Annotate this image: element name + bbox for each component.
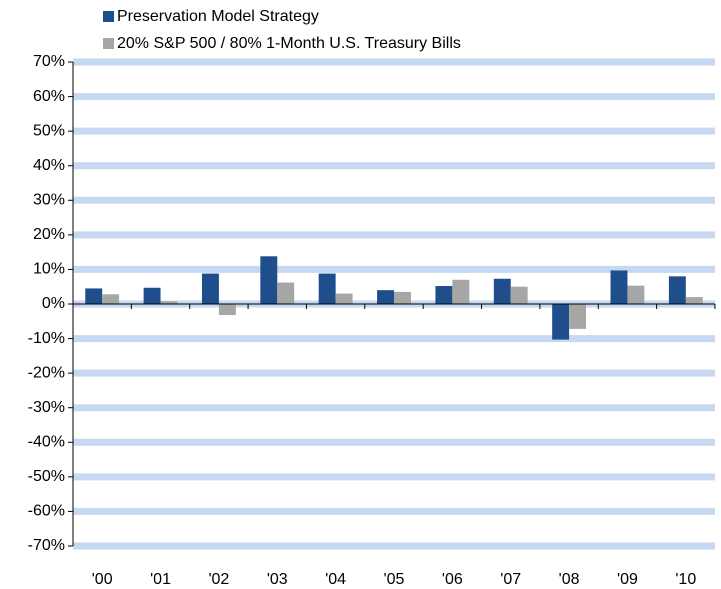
x-tick-label: '06 <box>442 571 463 588</box>
y-tick-label: -10% <box>28 330 65 347</box>
bar <box>552 304 570 340</box>
bar <box>85 288 103 304</box>
bar <box>452 279 470 304</box>
legend-label: 20% S&P 500 / 80% 1-Month U.S. Treasury … <box>117 35 461 52</box>
y-tick-label: 60% <box>33 88 65 105</box>
bar <box>102 294 120 304</box>
y-tick-label: -20% <box>28 364 65 381</box>
bar <box>318 273 336 304</box>
bar <box>510 286 528 304</box>
x-tick-label: '04 <box>325 571 346 588</box>
bar <box>201 273 219 304</box>
y-tick-label: -70% <box>28 537 65 554</box>
y-tick-label: 20% <box>33 226 65 243</box>
bar <box>668 276 686 304</box>
bar <box>218 304 236 316</box>
bar <box>160 301 178 304</box>
y-tick-label: 10% <box>33 261 65 278</box>
bar <box>277 282 295 304</box>
bar <box>335 293 353 304</box>
y-tick-label: -40% <box>28 434 65 451</box>
legend-swatch <box>103 11 114 22</box>
x-tick-label: '01 <box>150 571 171 588</box>
bar <box>493 278 511 304</box>
x-tick-label: '03 <box>267 571 288 588</box>
bar <box>627 285 645 304</box>
x-tick-label: '10 <box>675 571 696 588</box>
bar <box>610 270 628 304</box>
y-tick-label: -50% <box>28 468 65 485</box>
x-tick-label: '09 <box>617 571 638 588</box>
y-tick-label: 40% <box>33 157 65 174</box>
x-tick-label: '00 <box>92 571 113 588</box>
bar <box>685 297 703 304</box>
bar <box>143 287 161 304</box>
y-tick-label: 70% <box>33 53 65 70</box>
bar <box>569 304 587 329</box>
y-tick-label: -60% <box>28 503 65 520</box>
bar <box>394 291 411 304</box>
x-tick-label: '05 <box>384 571 405 588</box>
y-tick-label: 0% <box>42 295 65 312</box>
x-tick-label: '02 <box>208 571 229 588</box>
x-tick-label: '08 <box>559 571 580 588</box>
y-tick-label: 30% <box>33 192 65 209</box>
x-tick-label: '07 <box>500 571 521 588</box>
bar <box>435 286 453 304</box>
bar <box>260 256 278 304</box>
y-tick-label: -30% <box>28 399 65 416</box>
bar <box>377 290 394 304</box>
legend-swatch <box>103 38 114 49</box>
y-tick-label: 50% <box>33 122 65 139</box>
legend-label: Preservation Model Strategy <box>117 8 319 25</box>
